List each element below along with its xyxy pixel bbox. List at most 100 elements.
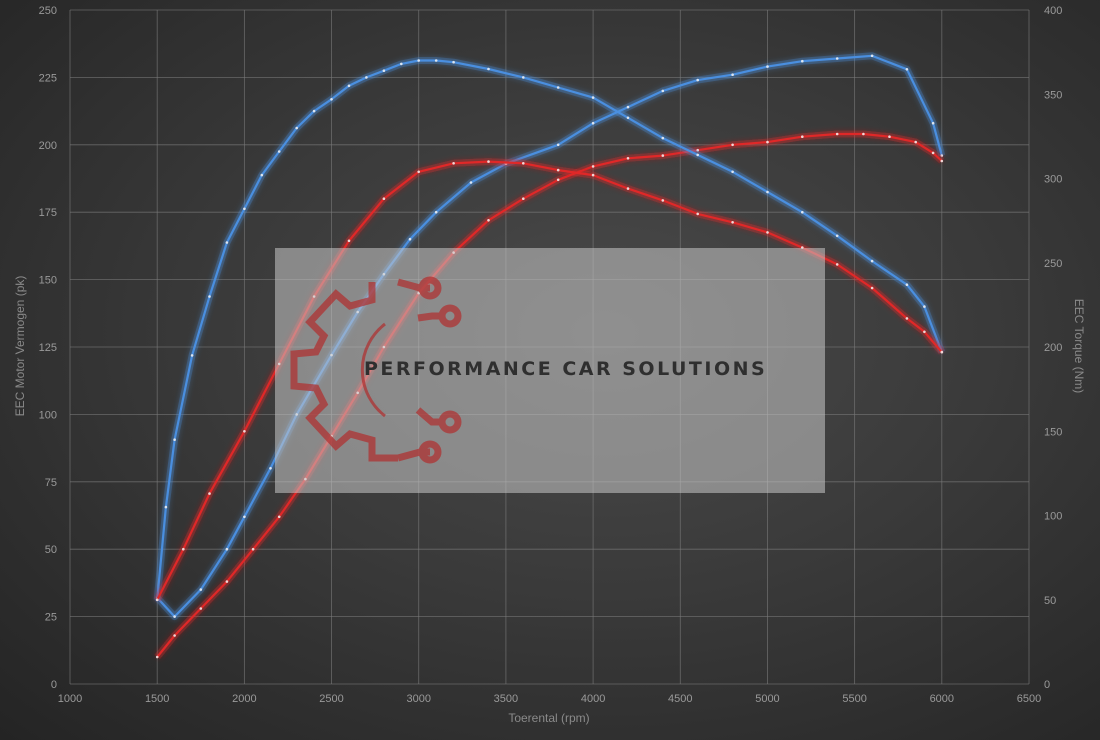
data-point <box>208 492 211 495</box>
data-point <box>225 547 229 551</box>
data-point <box>522 162 525 165</box>
data-point <box>801 210 804 214</box>
y-tick-label-right: 250 <box>1044 258 1062 270</box>
data-point <box>225 241 229 244</box>
series-3 <box>153 57 946 602</box>
data-point <box>931 151 935 155</box>
data-point <box>243 430 246 433</box>
data-point <box>661 154 665 157</box>
data-point <box>940 159 944 163</box>
data-point <box>626 157 630 160</box>
data-point <box>940 350 944 354</box>
y-tick-label-right: 0 <box>1044 679 1050 691</box>
data-point <box>155 655 159 659</box>
data-point <box>330 98 333 101</box>
data-point <box>862 132 865 136</box>
y-tick-label-right: 300 <box>1044 174 1062 186</box>
data-point <box>556 168 560 172</box>
watermark: PERFORMANCE CAR SOLUTIONS <box>275 248 825 493</box>
data-point <box>182 547 185 551</box>
watermark-panel <box>275 248 825 493</box>
data-point <box>661 199 665 202</box>
data-point <box>434 59 438 62</box>
y-tick-label-right: 50 <box>1044 595 1056 607</box>
data-point <box>835 132 839 136</box>
x-tick-label: 2500 <box>319 693 343 705</box>
x-tick-label: 1500 <box>145 693 169 705</box>
data-point <box>260 173 264 177</box>
data-point <box>556 86 560 89</box>
y-tick-label-left: 175 <box>39 207 57 219</box>
y-tick-label-left: 125 <box>39 342 57 354</box>
data-point <box>626 105 630 109</box>
y-tick-label-right: 150 <box>1044 426 1062 438</box>
data-point <box>835 263 839 266</box>
data-point <box>591 96 595 99</box>
data-point <box>382 197 386 200</box>
data-point <box>556 143 560 147</box>
data-point <box>870 286 874 290</box>
data-point <box>696 212 699 216</box>
data-point <box>269 467 272 470</box>
y-axis-title-right: EEC Torque (Nm) <box>1072 299 1086 393</box>
data-point <box>400 62 403 66</box>
data-point <box>661 89 665 93</box>
x-axis-title: Toerental (rpm) <box>508 711 589 725</box>
data-point <box>243 515 246 519</box>
data-point <box>173 615 176 618</box>
series-line <box>156 132 943 659</box>
y-axis-title-left: EEC Motor Vermogen (pk) <box>13 276 27 417</box>
y-tick-label-right: 100 <box>1044 511 1062 523</box>
data-point <box>434 210 438 214</box>
y-tick-label-left: 100 <box>39 409 57 421</box>
data-point <box>408 237 412 241</box>
data-point <box>347 84 351 88</box>
data-point <box>417 59 421 62</box>
x-tick-label: 5000 <box>755 693 779 705</box>
data-point <box>199 588 203 591</box>
y-tick-label-left: 0 <box>51 679 57 691</box>
data-point <box>905 317 909 320</box>
data-point <box>556 178 560 182</box>
series-line <box>156 59 943 601</box>
data-point <box>155 598 159 602</box>
data-point <box>591 165 595 168</box>
x-tick-label: 6000 <box>930 693 954 705</box>
data-point <box>870 54 874 58</box>
data-point <box>277 150 281 153</box>
data-point <box>164 505 168 509</box>
data-point <box>469 181 473 184</box>
data-point <box>199 607 203 610</box>
data-point <box>251 547 255 551</box>
data-point <box>801 135 804 138</box>
x-tick-label: 2000 <box>232 693 256 705</box>
y-tick-label-left: 50 <box>45 544 57 556</box>
data-point <box>905 68 909 71</box>
data-point <box>835 57 839 60</box>
data-point <box>591 121 595 125</box>
data-point <box>731 73 734 76</box>
data-point <box>766 190 769 194</box>
x-tick-label: 6500 <box>1017 693 1041 705</box>
y-tick-label-left: 25 <box>45 612 57 624</box>
data-point <box>766 65 769 68</box>
data-point <box>626 187 630 190</box>
data-point <box>173 438 176 442</box>
data-point <box>208 295 211 298</box>
data-point <box>923 305 926 308</box>
y-tick-label-right: 400 <box>1044 5 1062 17</box>
data-point <box>277 515 281 519</box>
data-point <box>365 76 368 79</box>
data-point <box>452 162 455 165</box>
y-tick-label-left: 250 <box>39 5 57 17</box>
data-point <box>870 259 874 263</box>
data-point <box>452 60 455 64</box>
data-point <box>591 173 595 177</box>
data-point <box>661 136 665 140</box>
x-tick-label: 1000 <box>58 693 82 705</box>
x-tick-label: 4000 <box>581 693 605 705</box>
y-tick-label-left: 75 <box>45 477 57 489</box>
data-point <box>190 354 194 357</box>
axis-ticks: 1000 1500 2000 2500 3000 3500 4000 4500 5000 5500… <box>39 5 1063 705</box>
data-point <box>487 219 490 222</box>
